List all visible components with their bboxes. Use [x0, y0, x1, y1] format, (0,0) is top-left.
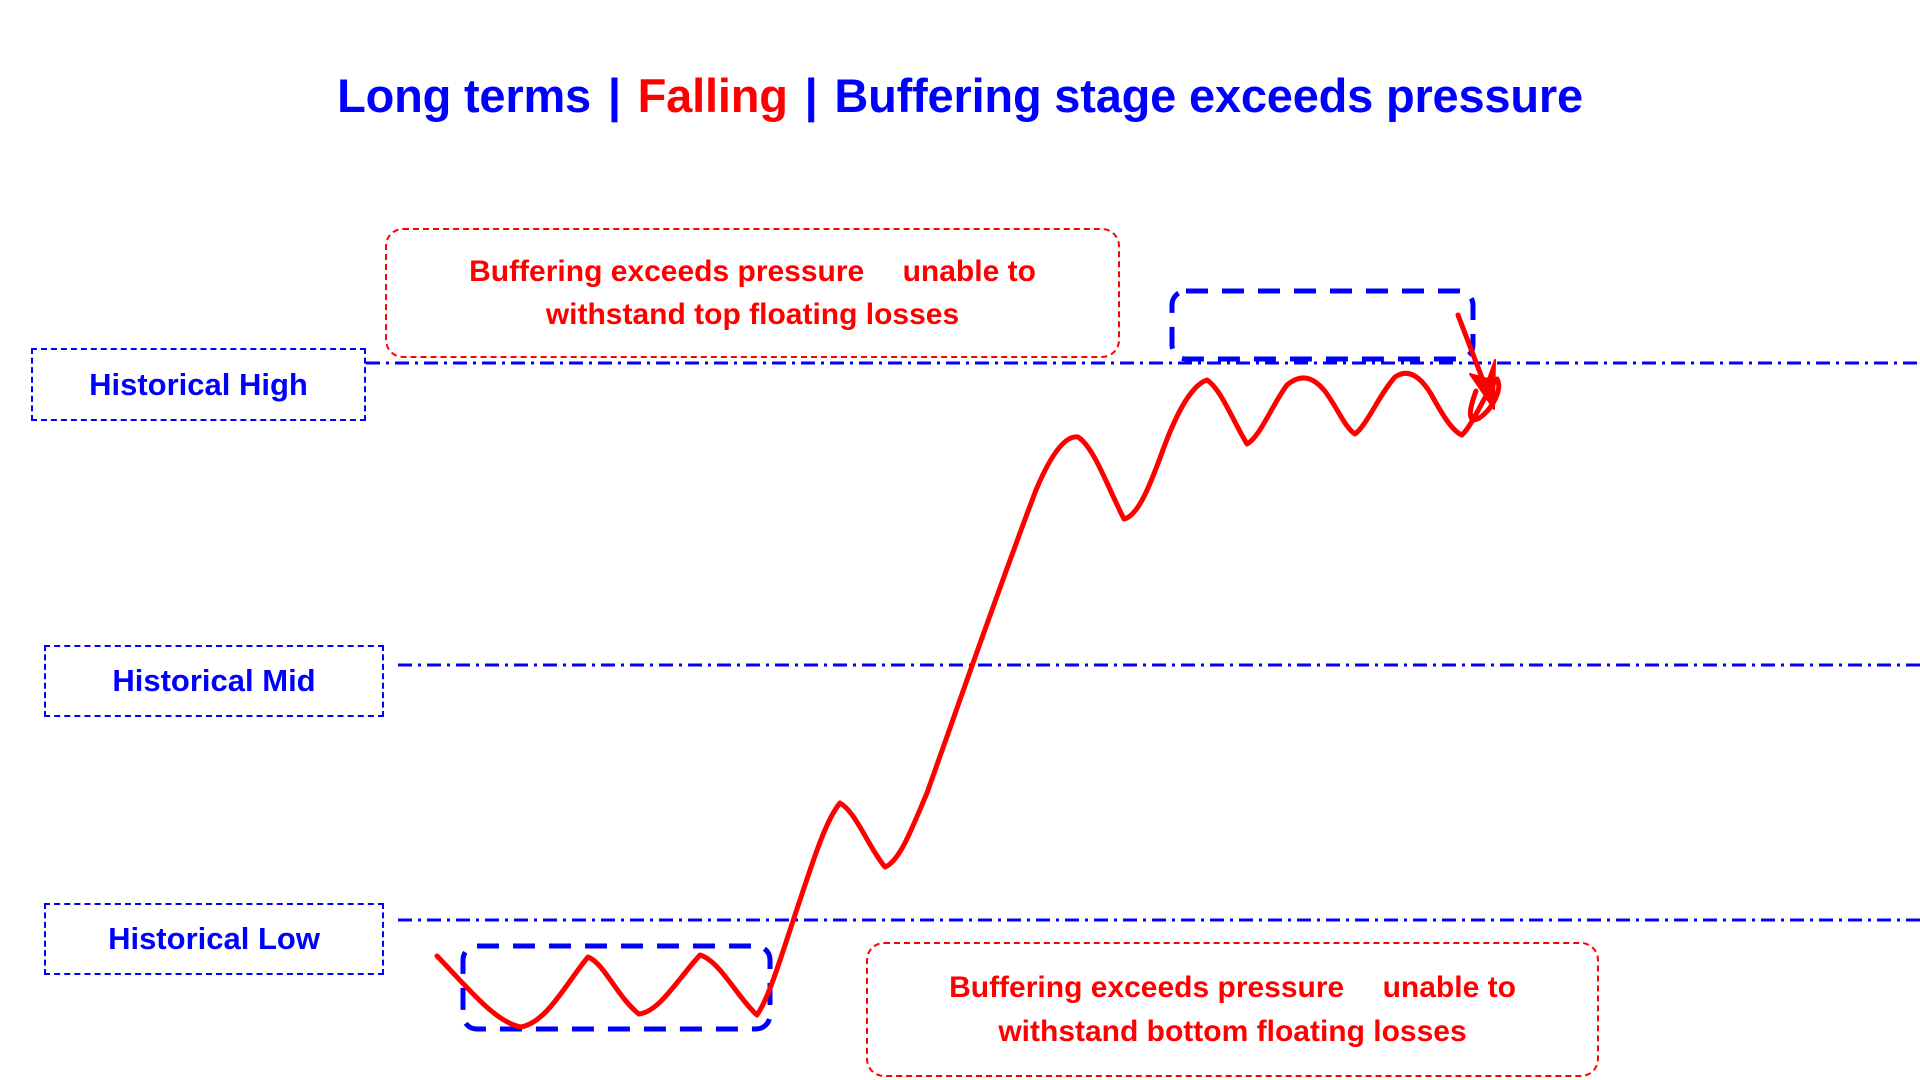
zone-box-top-consolidation — [1169, 288, 1476, 362]
level-label-mid-text: Historical Mid — [112, 663, 316, 698]
title-separator-2: | — [804, 69, 818, 122]
level-label-high-text: Historical High — [89, 366, 308, 402]
level-label-historical-mid[interactable]: Historical Mid — [44, 645, 384, 717]
level-label-historical-high[interactable]: Historical High — [31, 348, 366, 421]
price-line — [434, 370, 1502, 1030]
annotation-bottom-line-1: Buffering exceeds pressure unable to — [949, 971, 1516, 1004]
zone-box-bottom-consolidation — [460, 943, 773, 1032]
title-separator-1: | — [607, 69, 621, 122]
annotation-top-floating-losses[interactable]: Buffering exceeds pressure unable to wit… — [385, 228, 1120, 358]
annotation-bottom-floating-losses[interactable]: Buffering exceeds pressure unable to wit… — [866, 942, 1599, 1077]
page-title: Long terms | Falling | Buffering stage e… — [0, 68, 1920, 123]
annotation-bottom-line-2: withstand bottom floating losses — [998, 1014, 1467, 1048]
breakdown-arrow-shaft — [1455, 312, 1495, 407]
title-part-buffering: Buffering stage exceeds pressure — [834, 69, 1583, 122]
annotation-top-line-2: withstand top floating losses — [545, 298, 960, 331]
level-label-low-text: Historical Low — [108, 921, 320, 956]
title-part-long-terms: Long terms — [337, 69, 591, 122]
breakdown-arrow-head — [1469, 359, 1496, 410]
title-part-falling: Falling — [637, 69, 788, 122]
level-label-historical-low[interactable]: Historical Low — [44, 903, 384, 975]
annotation-top-line-1: Buffering exceeds pressure unable to — [469, 254, 1036, 288]
